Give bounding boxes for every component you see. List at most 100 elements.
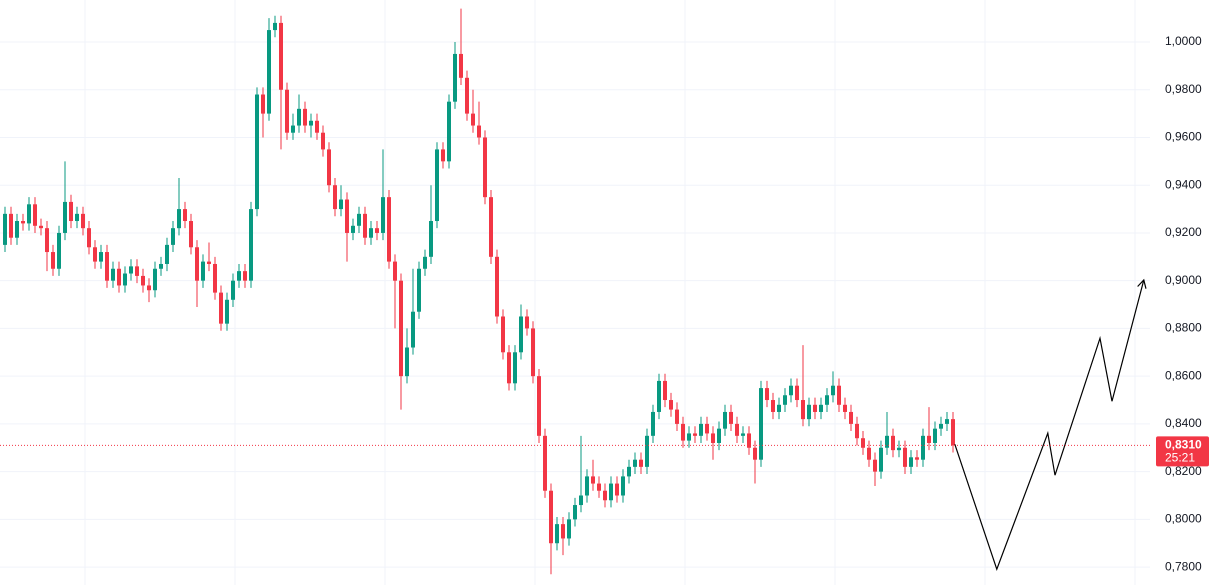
candle-body: [795, 385, 799, 401]
candle-body: [759, 388, 763, 460]
candle-body: [789, 385, 793, 396]
candle-body: [351, 225, 355, 233]
candle-body: [51, 252, 55, 269]
candle-body: [621, 476, 625, 496]
candle-body: [255, 94, 259, 210]
candle-body: [99, 252, 103, 262]
candle-body: [159, 263, 163, 269]
candle-body: [207, 261, 211, 264]
candle-body: [771, 400, 775, 412]
candle-body: [699, 423, 703, 436]
y-tick-label: 0,7800: [1165, 559, 1202, 573]
candle-body: [9, 213, 13, 238]
candle-body: [75, 213, 79, 222]
candle-body: [315, 120, 319, 133]
candle-body: [411, 311, 415, 348]
candle-body: [111, 268, 115, 281]
candle-body: [507, 352, 511, 384]
candle-body: [393, 261, 397, 281]
candle-body: [387, 197, 391, 262]
candle-body: [669, 400, 673, 410]
candle-body: [915, 457, 919, 460]
y-tick-label: 0,8000: [1165, 512, 1202, 526]
candle-body: [105, 252, 109, 281]
candle-body: [591, 476, 595, 484]
candle-body: [657, 380, 661, 412]
candle-body: [585, 476, 589, 496]
candle-body: [63, 201, 67, 233]
y-tick-label: 0,9200: [1165, 225, 1202, 239]
candle-body: [861, 438, 865, 448]
candle-body: [381, 197, 385, 233]
candle-body: [15, 221, 19, 238]
candle-body: [363, 213, 367, 238]
candle-body: [597, 483, 601, 491]
candle-body: [819, 404, 823, 412]
candle-body: [663, 380, 667, 401]
candle-body: [399, 280, 403, 377]
candle-body: [489, 197, 493, 257]
candle-body: [213, 263, 217, 293]
candle-body: [801, 400, 805, 420]
candle-body: [645, 435, 649, 467]
candle-body: [171, 228, 175, 245]
candle-body: [303, 108, 307, 126]
candle-body: [291, 125, 295, 133]
candle-body: [21, 221, 25, 224]
candle-body: [471, 113, 475, 126]
candle-body: [939, 423, 943, 429]
candle-body: [747, 433, 751, 448]
candle-body: [69, 201, 73, 222]
last-price-label: 0,8310: [1165, 438, 1202, 452]
candle-body: [885, 435, 889, 448]
candle-body: [693, 433, 697, 436]
candle-body: [39, 225, 43, 229]
candle-body: [237, 271, 241, 281]
candle-body: [675, 409, 679, 424]
candle-body: [267, 30, 271, 114]
candle-body: [297, 108, 301, 126]
candle-body: [543, 435, 547, 491]
candle-body: [285, 89, 289, 133]
candle-body: [183, 209, 187, 222]
candle-body: [369, 228, 373, 238]
candle-body: [945, 419, 949, 424]
candle-body: [81, 213, 85, 229]
candle-body: [855, 423, 859, 439]
candle-body: [441, 149, 445, 162]
y-tick-label: 1,0000: [1165, 34, 1202, 48]
candle-body: [243, 271, 247, 281]
candle-body: [219, 292, 223, 324]
projection-line: [954, 279, 1145, 572]
candle-body: [339, 199, 343, 210]
candle-body: [705, 423, 709, 434]
candle-body: [519, 316, 523, 353]
candle-body: [57, 232, 61, 269]
candle-body: [321, 132, 325, 150]
candle-body: [45, 228, 49, 253]
candle-body: [195, 247, 199, 281]
candle-body: [567, 519, 571, 539]
candle-body: [561, 524, 565, 539]
candle-body: [225, 299, 229, 324]
candle-body: [837, 385, 841, 405]
candle-body: [153, 268, 157, 291]
candle-body: [849, 411, 853, 424]
candle-body: [639, 459, 643, 467]
candle-body: [249, 209, 253, 281]
candle-body: [813, 404, 817, 412]
candle-body: [825, 395, 829, 405]
candle-body: [33, 204, 37, 226]
y-tick-label: 0,8800: [1165, 321, 1202, 335]
candle-body: [27, 204, 31, 224]
candle-body: [831, 385, 835, 396]
candle-body: [279, 22, 283, 90]
candle-body: [459, 53, 463, 78]
countdown-label: 25:21: [1165, 451, 1195, 465]
candle-body: [717, 428, 721, 443]
candle-body: [549, 490, 553, 544]
time-grid: [84, 0, 1136, 585]
candle-body: [753, 447, 757, 460]
